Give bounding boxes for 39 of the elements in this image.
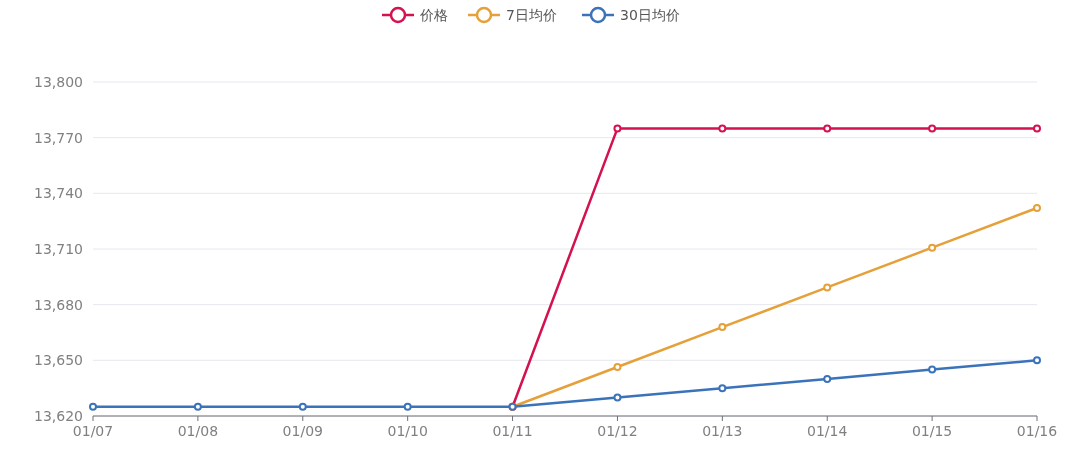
point [823,283,832,292]
point [193,402,202,411]
point [928,365,937,374]
y-tick-label: 13,740 [34,185,83,202]
legend-label: 30日均价 [620,6,680,23]
point [718,384,727,393]
legend-label: 价格 [419,6,448,23]
y-tick-label: 13,800 [34,73,83,90]
point [613,393,622,402]
point [823,124,832,133]
x-tick-label: 01/09 [282,423,323,439]
x-tick-label: 01/11 [492,423,533,439]
point [823,374,832,383]
x-tick-label: 01/10 [387,423,428,439]
point [1033,356,1041,365]
point [928,243,937,252]
y-tick-label: 13,620 [34,407,83,424]
point [298,402,307,411]
point [1033,203,1041,212]
y-tick-label: 13,650 [34,352,83,369]
x-tick-label: 01/08 [177,423,219,439]
x-tick-label: 01/07 [72,423,114,439]
y-tick-label: 13,710 [34,240,83,257]
point [613,363,622,372]
point [1033,124,1041,133]
y-tick-label: 13,770 [34,129,83,146]
x-tick-label: 01/15 [911,423,953,439]
x-tick-label: 01/16 [1016,423,1058,439]
y-tick-label: 13,680 [34,296,83,313]
x-tick-label: 01/13 [702,423,743,439]
x-tick-label: 01/14 [807,423,848,439]
point [403,402,412,411]
point [928,124,937,133]
point [718,124,727,133]
x-tick-label: 01/12 [597,423,638,439]
point [89,402,97,411]
legend-label: 7日均价 [506,6,557,23]
point [613,124,622,133]
point [718,323,727,332]
